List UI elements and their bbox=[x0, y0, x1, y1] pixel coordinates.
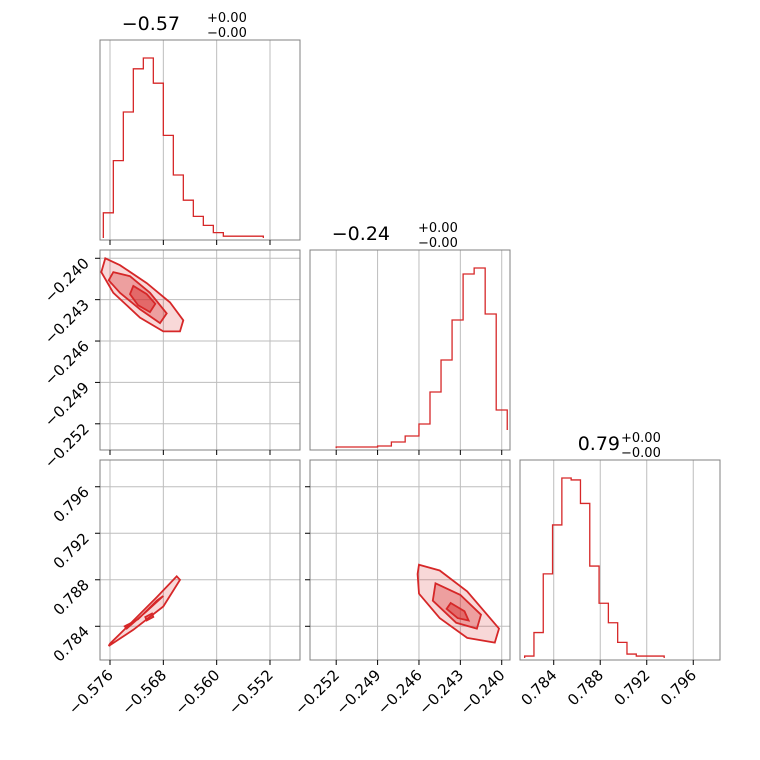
tick-label-x-param-1: −0.243 bbox=[415, 666, 467, 718]
tick-label-x-param-2: 0.788 bbox=[564, 666, 607, 709]
title-param-0-err-plus: +0.00 bbox=[207, 11, 247, 26]
tick-label-x-param-1: −0.246 bbox=[374, 666, 426, 718]
panel-frame bbox=[519, 459, 721, 661]
title-param-1: −0.24 bbox=[332, 223, 390, 245]
contour-line-outer bbox=[100, 257, 185, 333]
contour-line-inner bbox=[128, 284, 157, 314]
title-param-2: 0.79 bbox=[578, 433, 620, 455]
tick-label-x-param-0: −0.568 bbox=[118, 666, 170, 718]
tick-label-y-param-1: −0.240 bbox=[41, 254, 93, 306]
contour-fill-inner bbox=[130, 285, 156, 313]
tick-label-y-param-1: −0.252 bbox=[41, 420, 93, 472]
title-param-0: −0.57 bbox=[122, 13, 180, 35]
tick-label-x-param-2: 0.784 bbox=[517, 666, 560, 709]
panel-frame bbox=[99, 39, 301, 241]
histogram-param-0 bbox=[102, 57, 264, 238]
tick-label-y-param-1: −0.243 bbox=[41, 296, 93, 348]
contour-line-inner bbox=[144, 612, 155, 622]
tick-label-y-param-2: 0.788 bbox=[50, 576, 93, 619]
tick-label-x-param-1: −0.240 bbox=[457, 666, 509, 718]
tick-label-y-param-1: −0.249 bbox=[41, 379, 93, 431]
contour-line-middle bbox=[431, 581, 483, 630]
tick-label-x-param-0: −0.576 bbox=[65, 666, 117, 718]
tick-label-x-param-1: −0.252 bbox=[291, 666, 343, 718]
contour-line-middle bbox=[107, 271, 168, 325]
title-param-2-err-plus: +0.00 bbox=[621, 431, 661, 446]
tick-label-y-param-1: −0.246 bbox=[41, 337, 93, 389]
title-param-1-err-plus: +0.00 bbox=[418, 221, 458, 236]
tick-label-x-param-0: −0.552 bbox=[225, 666, 277, 718]
histogram-param-2 bbox=[524, 477, 665, 658]
histogram-param-1 bbox=[335, 267, 508, 448]
tick-label-y-param-2: 0.784 bbox=[50, 622, 93, 665]
tick-label-x-param-2: 0.796 bbox=[657, 666, 700, 709]
contour-fill-inner bbox=[446, 603, 469, 621]
title-param-0-err-minus: −0.00 bbox=[207, 26, 247, 41]
tick-label-x-param-2: 0.792 bbox=[610, 666, 653, 709]
contour-fill-middle bbox=[108, 272, 167, 324]
panel-frame bbox=[99, 459, 301, 661]
contour-line-middle bbox=[123, 595, 164, 630]
tick-label-x-param-0: −0.560 bbox=[172, 666, 224, 718]
panel-frame bbox=[309, 459, 511, 661]
tick-label-y-param-2: 0.796 bbox=[50, 483, 93, 526]
contour-line-inner bbox=[445, 601, 471, 622]
title-param-1-err-minus: −0.00 bbox=[418, 236, 458, 251]
contour-fill-outer bbox=[101, 258, 184, 332]
title-param-2-err-minus: −0.00 bbox=[621, 446, 661, 461]
tick-label-x-param-1: −0.249 bbox=[332, 666, 384, 718]
contour-line-outer bbox=[416, 563, 501, 644]
tick-label-y-param-2: 0.792 bbox=[50, 529, 93, 572]
panel-frame bbox=[99, 249, 301, 451]
panel-frame bbox=[309, 249, 511, 451]
contour-line-outer bbox=[107, 574, 182, 647]
